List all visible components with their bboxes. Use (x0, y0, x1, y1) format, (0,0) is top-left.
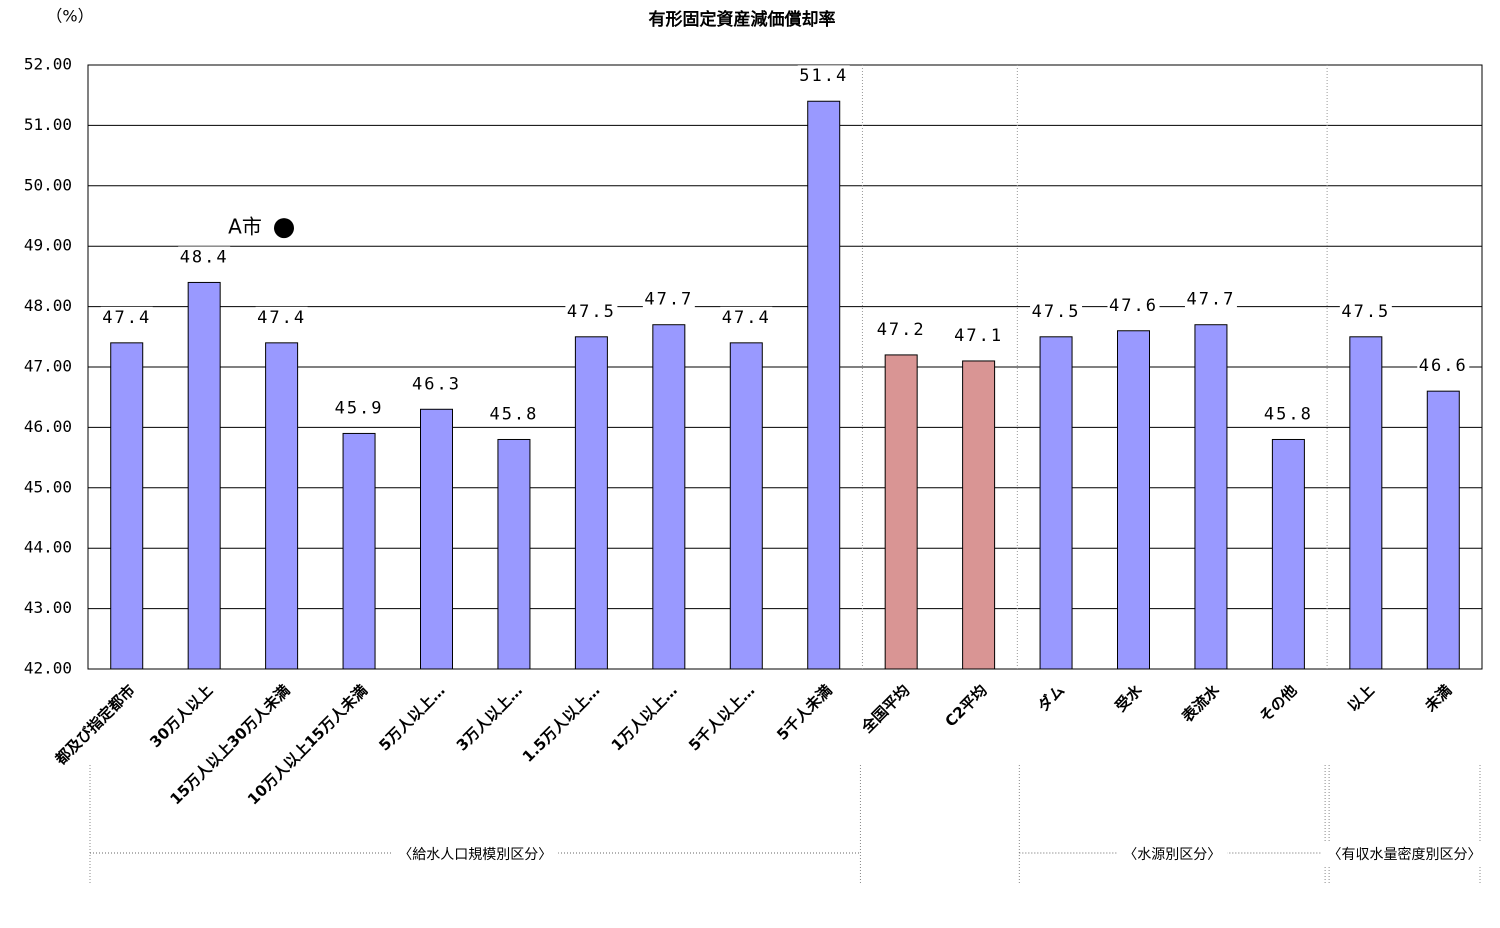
value-label-bg (642, 288, 695, 311)
x-tick-label: 未満 (1421, 681, 1456, 716)
y-tick-label: 42.00 (24, 659, 72, 678)
group-label: 〈給水人口規模別区分〉 (398, 847, 552, 863)
bar (187, 281, 221, 670)
x-tick-label: 3万人以上… (453, 681, 526, 754)
x-tick-label: 以上 (1344, 681, 1378, 715)
annotation-label: A市 (228, 215, 262, 239)
x-tick-label: 5千人未満 (773, 681, 836, 744)
x-tick-label: C2平均 (942, 681, 991, 730)
value-label: 48.4 (180, 247, 229, 267)
bar (652, 324, 686, 670)
y-tick-label: 48.00 (24, 296, 72, 315)
value-label: 46.6 (1419, 356, 1468, 376)
value-label-bg (255, 306, 308, 329)
value-label: 47.7 (644, 290, 693, 310)
value-label-bg (178, 246, 231, 269)
bar (265, 342, 299, 670)
bar (1349, 336, 1383, 670)
bar (574, 336, 608, 670)
bar (420, 408, 453, 670)
value-label: 45.9 (335, 398, 384, 418)
bar (729, 342, 763, 670)
y-tick-label: 47.00 (24, 357, 72, 376)
bar (884, 354, 918, 670)
x-tick-label: 表流水 (1178, 681, 1223, 726)
x-tick-label: 1万人以上… (608, 681, 681, 754)
bar (1426, 390, 1460, 670)
y-unit: （%） (46, 7, 93, 26)
value-label-bg (1030, 300, 1083, 323)
y-tick-label: 46.00 (24, 417, 72, 436)
value-label-bg (1417, 355, 1470, 378)
value-label: 47.4 (257, 308, 306, 328)
value-label-bg (100, 306, 153, 329)
value-label-bg (952, 324, 1005, 347)
value-label: 47.5 (567, 302, 616, 322)
y-tick-label: 44.00 (24, 538, 72, 557)
x-tick-label: 全国平均 (857, 681, 913, 737)
value-label-bg (410, 373, 463, 396)
value-label: 47.5 (1032, 302, 1081, 322)
value-label: 46.3 (412, 374, 461, 394)
value-label: 51.4 (799, 66, 848, 86)
value-label: 47.4 (102, 308, 151, 328)
x-tick-label: その他 (1256, 681, 1301, 726)
value-label: 47.6 (1109, 296, 1158, 316)
bar (962, 360, 996, 670)
x-tick-label: ダム (1034, 681, 1068, 715)
bar (1194, 324, 1228, 670)
value-label-bg (797, 65, 850, 88)
y-tick-label: 43.00 (24, 598, 72, 617)
value-label: 47.2 (877, 320, 926, 340)
x-tick-label: 受水 (1112, 681, 1147, 716)
y-tick-label: 52.00 (24, 55, 72, 74)
value-label: 47.5 (1341, 302, 1390, 322)
value-label-bg (875, 318, 928, 341)
value-label: 47.1 (954, 326, 1003, 346)
x-tick-label: 1.5万人以上… (519, 681, 604, 766)
value-label-bg (333, 397, 386, 420)
annotation-marker (274, 218, 294, 239)
value-label: 45.8 (489, 404, 538, 424)
y-tick-label: 51.00 (24, 115, 72, 134)
x-tick-label: 5万人以上… (375, 681, 448, 754)
group-label-bg (1117, 843, 1228, 865)
value-label: 45.8 (1264, 404, 1313, 424)
group-label: 〈水源別区分〉 (1123, 847, 1221, 863)
value-label-bg (720, 306, 773, 329)
value-label: 47.4 (722, 308, 771, 328)
bar (110, 342, 144, 670)
y-tick-label: 50.00 (24, 175, 72, 194)
value-label: 47.7 (1186, 290, 1235, 310)
value-label-bg (1339, 300, 1392, 323)
group-label: 〈有収水量密度別区分〉 (1328, 846, 1482, 863)
group-label-bg (392, 843, 559, 865)
value-label-bg (487, 403, 540, 426)
bar (1117, 330, 1150, 670)
bar (1271, 438, 1305, 670)
x-tick-label: 5千人以上… (685, 681, 758, 754)
bar (342, 432, 376, 670)
value-label-bg (1184, 288, 1237, 311)
group-label-bg (1321, 843, 1488, 865)
y-tick-label: 49.00 (24, 236, 72, 255)
value-label-bg (1262, 403, 1315, 426)
bar (1039, 336, 1073, 670)
value-label-bg (565, 300, 618, 323)
chart-title: 有形固定資産減価償却率 (649, 9, 836, 30)
value-label-bg (1107, 294, 1160, 317)
x-tick-label: 30万人以上 (146, 681, 216, 751)
bar (497, 438, 531, 670)
bar (807, 100, 841, 670)
y-tick-label: 45.00 (24, 477, 72, 496)
x-tick-label: 都及び指定都市 (51, 681, 139, 769)
